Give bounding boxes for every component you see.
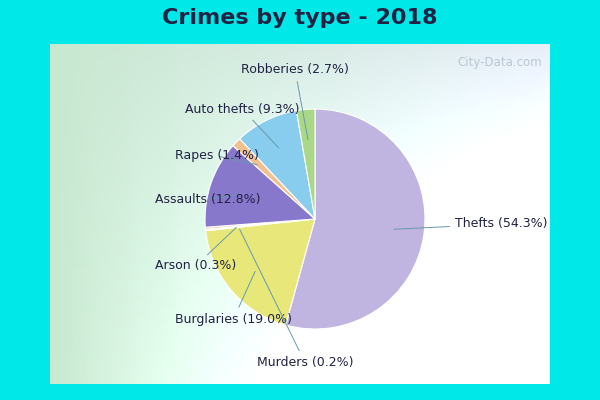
Text: Auto thefts (9.3%): Auto thefts (9.3%) xyxy=(185,102,299,148)
Wedge shape xyxy=(205,146,315,227)
Wedge shape xyxy=(233,139,315,219)
Wedge shape xyxy=(239,110,315,219)
Text: Assaults (12.8%): Assaults (12.8%) xyxy=(155,192,260,206)
Text: Burglaries (19.0%): Burglaries (19.0%) xyxy=(175,271,292,326)
Wedge shape xyxy=(286,109,425,329)
Text: Arson (0.3%): Arson (0.3%) xyxy=(155,228,236,272)
Wedge shape xyxy=(206,219,315,325)
Text: Murders (0.2%): Murders (0.2%) xyxy=(239,229,353,369)
Wedge shape xyxy=(205,219,315,231)
Text: Crimes by type - 2018: Crimes by type - 2018 xyxy=(162,8,438,28)
Text: City-Data.com: City-Data.com xyxy=(457,56,542,69)
Text: Robberies (2.7%): Robberies (2.7%) xyxy=(241,63,349,140)
Wedge shape xyxy=(205,219,315,229)
Wedge shape xyxy=(296,109,315,219)
Text: Thefts (54.3%): Thefts (54.3%) xyxy=(394,218,548,230)
Text: Rapes (1.4%): Rapes (1.4%) xyxy=(175,150,259,165)
